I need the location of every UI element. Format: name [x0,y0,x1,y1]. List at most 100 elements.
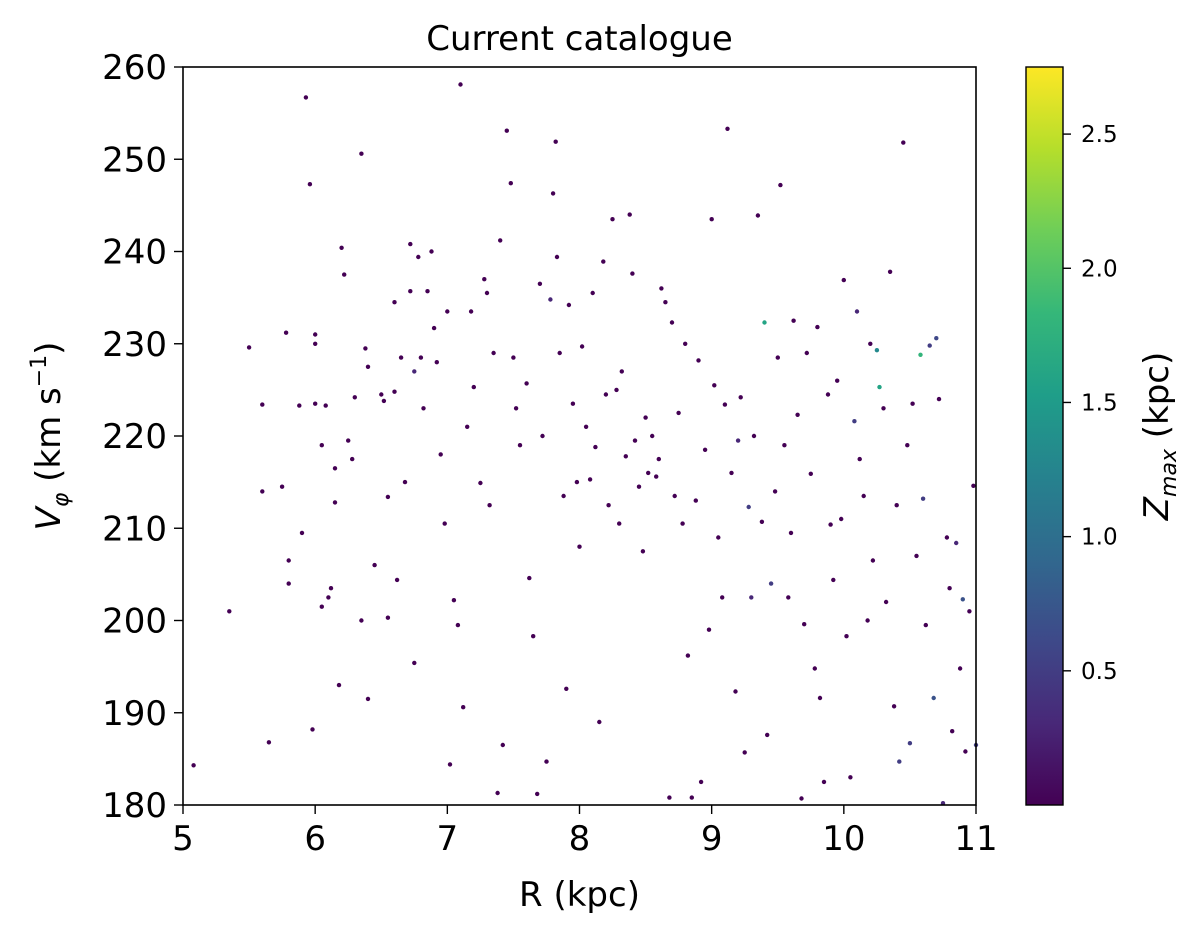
data-point [286,581,291,586]
data-point [720,595,725,600]
data-point [923,622,928,628]
data-point [487,503,492,508]
data-point [365,696,371,702]
data-point [627,212,632,217]
data-point [831,577,836,583]
data-point [729,470,734,476]
data-point [561,493,566,499]
data-point [812,666,817,671]
data-point [313,341,318,346]
data-point [471,384,476,390]
data-point [870,558,876,563]
data-point [751,433,757,439]
data-point [632,438,638,443]
data-point [667,795,672,800]
data-point [339,245,344,250]
data-point [504,128,509,133]
data-point [768,581,774,586]
x-tick-label: 6 [304,819,326,859]
y-label-units-sup: −1 [27,355,52,387]
data-point [689,795,694,800]
data-point [421,406,426,411]
data-point [313,332,318,337]
data-point [601,259,606,264]
data-point [593,444,598,450]
data-point [636,484,642,489]
data-point [431,325,437,331]
data-point [498,238,503,243]
data-point [447,762,453,767]
y-label-sub: φ [49,492,74,507]
data-point [587,477,593,482]
data-point [905,443,910,448]
data-point [511,355,516,360]
data-point [954,540,959,546]
data-point [839,516,844,522]
data-point [706,627,712,632]
colorbar-tick-label: 2.5 [1081,122,1118,148]
data-point [553,139,558,144]
data-point [346,438,351,443]
data-point [442,521,447,526]
data-point [931,695,936,701]
data-point [654,474,659,479]
data-point [336,682,342,688]
data-point [478,480,483,486]
data-point [531,634,536,639]
colorbar [1025,66,1064,806]
data-point [914,553,919,559]
data-point [614,387,619,393]
data-point [412,369,417,374]
data-point [524,381,529,386]
data-point [640,549,646,554]
data-point [352,395,357,400]
data-point [669,320,675,325]
x-axis-ticks: 5 6 7 8 9 10 11 [172,805,998,859]
data-point [577,544,582,549]
y-tick-label: 180 [102,786,167,826]
data-point [319,443,324,448]
data-point [286,558,291,563]
y-tick-label: 190 [102,694,167,734]
x-tick-label: 5 [172,819,194,859]
data-point [848,775,853,780]
data-point [844,634,849,639]
data-point [646,470,651,476]
data-point [676,410,681,416]
data-point [693,498,698,503]
data-point [788,530,794,536]
data-point [877,384,882,390]
data-point [868,341,873,346]
data-point [412,660,417,666]
colorbar-tick-label: 0.5 [1081,659,1118,685]
data-point [574,479,580,485]
data-point [603,392,609,397]
data-point [927,343,932,348]
data-point [891,704,897,709]
chart-title: Current catalogue [426,19,733,59]
data-point [696,358,701,363]
y-tick-label: 260 [102,48,167,88]
data-point [920,496,926,501]
data-point [712,383,717,388]
data-point [971,483,976,488]
data-point [554,254,560,260]
data-point [910,401,915,406]
data-point [821,779,827,785]
data-point [799,796,804,801]
data-point [484,290,490,296]
data-point [418,355,424,360]
data-point [385,615,391,620]
data-point [934,336,939,341]
data-point [461,705,466,710]
y-label-main: V [29,504,69,530]
data-point [881,406,886,411]
data-point [759,519,765,524]
data-point [698,779,704,785]
data-point [883,599,889,605]
data-point [685,653,691,658]
data-point [617,521,622,526]
colorbar-tick-label: 1.0 [1081,525,1118,551]
data-point [918,352,923,357]
data-point [802,622,807,627]
